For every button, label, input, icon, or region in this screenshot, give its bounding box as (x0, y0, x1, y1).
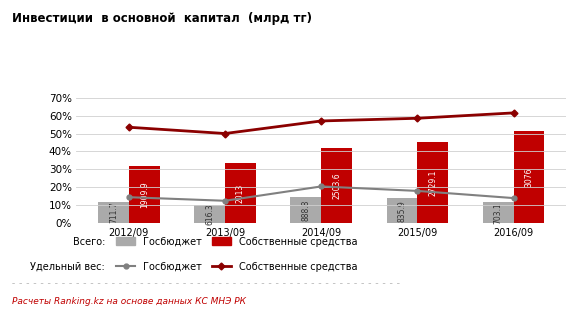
Text: 711.7: 711.7 (109, 202, 118, 224)
Bar (387, 198, 418, 223)
Bar (98, 202, 129, 223)
Text: Расчеты Ranking.kz на основе данных КС МНЭ РК: Расчеты Ranking.kz на основе данных КС М… (12, 297, 246, 306)
Bar (129, 166, 159, 223)
Text: –  –  –  –  –  –  –  –  –  –  –  –  –  –  –  –  –  –  –  –  –  –  –  –  –  –  – : – – – – – – – – – – – – – – – – – – – – … (12, 281, 404, 286)
Bar (513, 131, 544, 223)
Text: 3076: 3076 (524, 167, 533, 187)
Text: Всего:: Всего: (73, 237, 105, 247)
Text: Удельный вес:: Удельный вес: (30, 262, 105, 272)
Text: 2503.6: 2503.6 (332, 172, 341, 199)
Bar (194, 205, 225, 223)
Text: 835.9: 835.9 (398, 200, 406, 222)
Text: 1909.9: 1909.9 (140, 181, 149, 208)
Text: 2729.1: 2729.1 (428, 169, 437, 196)
Legend: Госбюджет, Собственные средства: Госбюджет, Собственные средства (116, 262, 357, 272)
Text: 703.1: 703.1 (493, 202, 503, 224)
Text: 616.3: 616.3 (205, 203, 214, 225)
Text: 888.8: 888.8 (301, 199, 310, 221)
Text: Инвестиции  в основной  капитал  (млрд тг): Инвестиции в основной капитал (млрд тг) (12, 12, 312, 25)
Bar (321, 148, 352, 223)
Bar (225, 163, 256, 223)
Bar (418, 142, 448, 223)
Bar (290, 197, 321, 223)
Bar (483, 202, 513, 223)
Text: 2013: 2013 (236, 184, 245, 203)
